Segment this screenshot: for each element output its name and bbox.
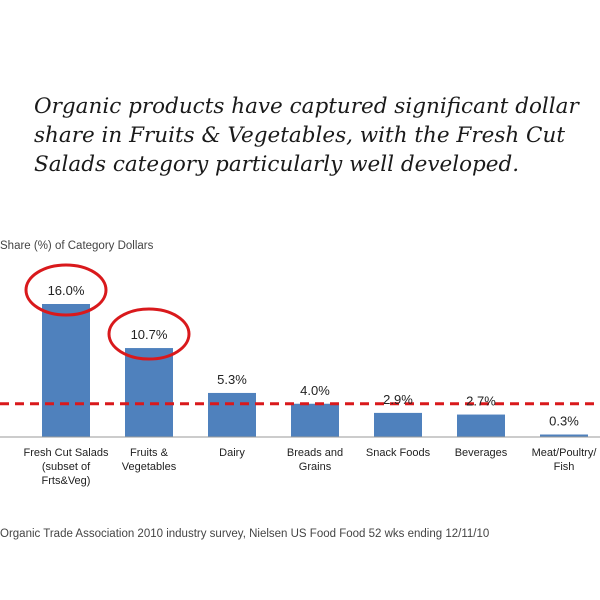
category-label-1: Fresh Cut Salads (subset of Frts&Veg) (24, 447, 109, 487)
category-label-3: Dairy (219, 447, 245, 459)
bar-2 (125, 348, 173, 437)
value-label-3: 5.3% (217, 372, 247, 387)
bar-7 (540, 434, 588, 437)
category-label-4: Breads and Grains (287, 447, 343, 473)
value-label-6: 2.7% (466, 394, 496, 409)
category-label-7: Meat/Poultry/Fish (532, 447, 598, 473)
headline-line-3: Salads category particularly well develo… (34, 152, 520, 177)
category-label-6: Beverages (455, 447, 508, 459)
category-labels-group: Fresh Cut Salads (subset of Frts&Veg) Fruit… (24, 447, 598, 487)
value-label-4: 4.0% (300, 383, 330, 398)
value-label-5: 2.9% (383, 392, 413, 407)
bar-6 (457, 414, 505, 437)
y-axis-label: Share (%) of Category Dollars (0, 240, 154, 252)
bar-4 (291, 403, 339, 437)
value-label-2: 10.7% (131, 327, 168, 342)
headline: Organic products have captured significa… (34, 92, 579, 179)
headline-line-2: share in Fruits & Vegetables, with the F… (34, 123, 565, 148)
bars-group (42, 304, 588, 437)
highlight-circle-2 (107, 307, 191, 361)
bar-3 (208, 392, 256, 437)
bar-5 (374, 412, 422, 437)
headline-line-1: Organic products have captured significa… (34, 94, 579, 119)
category-label-5: Snack Foods (366, 447, 431, 459)
source-note: Organic Trade Association 2010 industry … (0, 528, 489, 540)
category-label-2: Fruits & Vegetables (122, 447, 177, 473)
bar-1 (42, 304, 90, 437)
value-label-1: 16.0% (48, 283, 85, 298)
value-label-7: 0.3% (549, 414, 579, 429)
highlight-circles-group (24, 263, 191, 361)
value-labels-group: 16.0% 10.7% 5.3% 4.0% 2.9% 2.7% 0.3% (48, 283, 580, 429)
highlight-circle-1 (24, 263, 108, 317)
